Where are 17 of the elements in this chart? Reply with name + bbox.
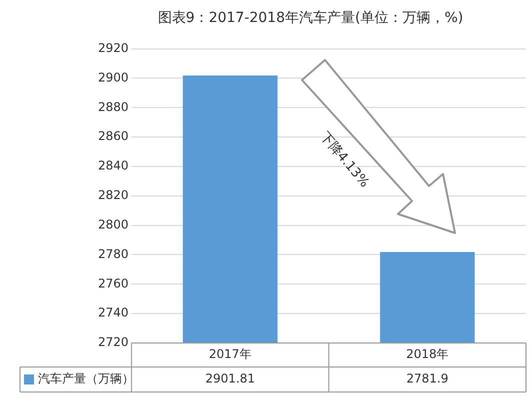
y-tick-label: 2820 bbox=[98, 188, 129, 202]
y-tick-label: 2840 bbox=[98, 158, 129, 173]
x-tick-label: 2018年 bbox=[406, 347, 449, 362]
y-tick-label: 2740 bbox=[98, 306, 129, 320]
y-tick-label: 2800 bbox=[98, 217, 129, 232]
data-label: 2901.81 bbox=[205, 372, 255, 386]
chart-title: 图表9：2017-2018年汽车产量(单位：万辆，%) bbox=[158, 10, 464, 26]
x-tick-label: 2017年 bbox=[208, 347, 252, 362]
y-tick-label: 2760 bbox=[98, 276, 129, 290]
y-tick-label: 2780 bbox=[98, 246, 129, 261]
y-tick-label: 2920 bbox=[98, 40, 129, 55]
y-tick-label: 2900 bbox=[98, 70, 129, 84]
y-tick-label: 2720 bbox=[98, 335, 129, 350]
legend-label: 汽车产量（万辆） bbox=[38, 372, 134, 386]
data-label: 2781.9 bbox=[406, 372, 448, 386]
y-tick-label: 2880 bbox=[98, 100, 129, 114]
y-tick-label: 2860 bbox=[98, 129, 129, 144]
